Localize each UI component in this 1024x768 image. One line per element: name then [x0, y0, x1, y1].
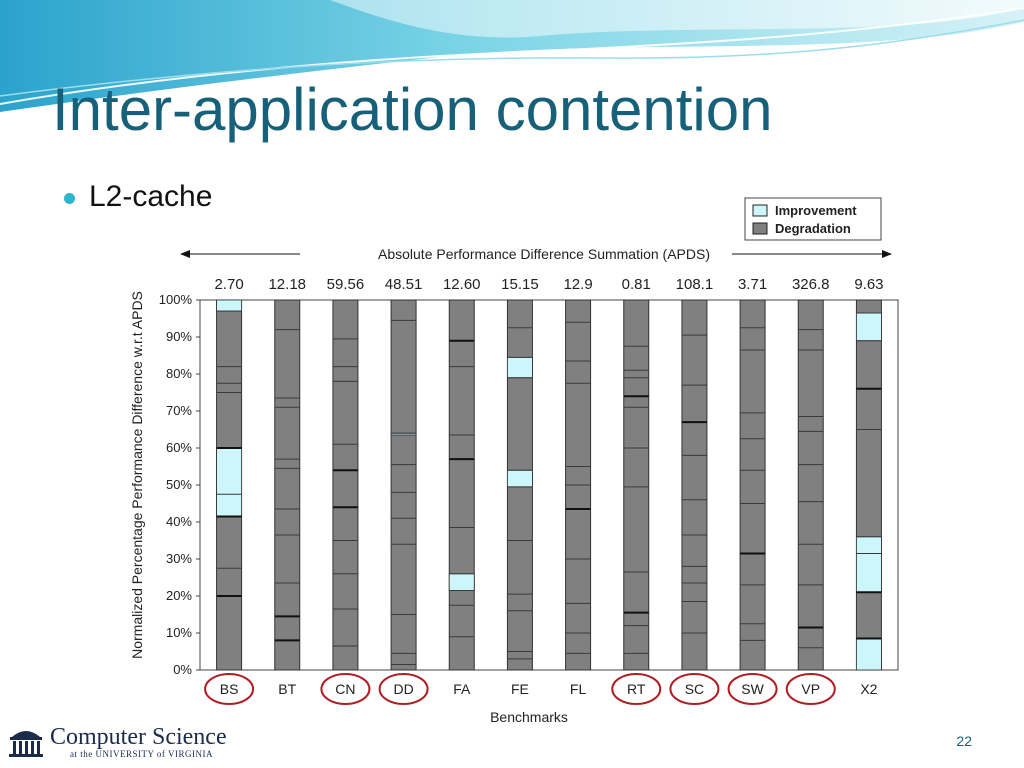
- x-tick-label: BT: [278, 681, 296, 697]
- y-tick-label: 20%: [166, 588, 192, 603]
- bar-FA: [448, 299, 475, 671]
- logo-name: Computer Science: [50, 724, 227, 750]
- x-tick-label: FE: [511, 681, 529, 697]
- y-axis-label: Normalized Percentage Performance Differ…: [129, 291, 145, 659]
- apds-value: 9.63: [854, 276, 883, 293]
- improvement-segment: [507, 469, 533, 488]
- improvement-segment: [856, 312, 882, 342]
- apds-label: Absolute Performance Difference Summatio…: [378, 246, 710, 262]
- cs-logo: Computer Science at the UNIVERSITY of VI…: [8, 722, 268, 762]
- bar-SC: [681, 299, 708, 671]
- bullet-dot-icon: [64, 192, 75, 204]
- apds-value: 12.18: [268, 276, 306, 293]
- x-tick-label: RT: [627, 681, 646, 697]
- improvement-segment: [448, 573, 475, 591]
- highlight-circle: [727, 673, 778, 705]
- apds-value: 3.71: [738, 276, 767, 293]
- header-wave-decoration: [0, 0, 1024, 112]
- x-tick-label: SW: [741, 681, 764, 697]
- y-tick-label: 60%: [166, 440, 192, 455]
- y-tick-label: 40%: [166, 514, 192, 529]
- logo-subtitle: at the UNIVERSITY of VIRGINIA: [70, 749, 213, 759]
- y-tick-label: 80%: [166, 366, 192, 381]
- apds-value: 12.60: [443, 276, 481, 293]
- highlight-circle: [785, 673, 836, 705]
- x-tick-label: VP: [801, 681, 820, 697]
- x-tick-label: CN: [335, 681, 355, 697]
- y-tick-label: 90%: [166, 329, 192, 344]
- highlight-circle: [378, 673, 429, 705]
- apds-arrow-right-head: [882, 250, 892, 258]
- x-tick-label: FA: [453, 681, 471, 697]
- bullet-text: L2-cache: [89, 180, 213, 213]
- bar-X2: [855, 299, 882, 671]
- x-tick-label: X2: [860, 681, 877, 697]
- apds-value: 0.81: [622, 276, 651, 293]
- apds-value: 48.51: [385, 276, 423, 293]
- legend-swatch: [752, 204, 768, 217]
- improvement-segment: [856, 638, 882, 671]
- slide-title: Inter-application contention: [52, 76, 773, 143]
- improvement-segment: [507, 356, 533, 379]
- apds-value: 108.1: [676, 276, 714, 293]
- improvement-segment: [856, 536, 882, 593]
- legend-label: Improvement: [775, 203, 857, 218]
- bar-CN: [332, 299, 359, 671]
- legend-box: [744, 197, 882, 241]
- y-tick-label: 70%: [166, 403, 192, 418]
- x-tick-label: FL: [570, 681, 587, 697]
- apds-value: 326.8: [792, 276, 830, 293]
- x-tick-label: SC: [685, 681, 704, 697]
- apds-value: 15.15: [501, 276, 539, 293]
- y-tick-label: 100%: [159, 292, 193, 307]
- rotunda-logo-icon: [9, 731, 43, 757]
- bullet-item: L2-cache: [64, 180, 212, 214]
- apds-value: 59.56: [327, 276, 365, 293]
- highlight-circle: [204, 673, 255, 705]
- improvement-segment: [216, 447, 242, 517]
- y-tick-label: 0%: [173, 662, 192, 677]
- bar-BT: [274, 299, 301, 671]
- legend-label: Degradation: [775, 221, 851, 236]
- y-tick-label: 50%: [166, 477, 192, 492]
- bar-RT: [623, 299, 650, 671]
- bar-SW: [739, 299, 766, 671]
- bar-DD: [390, 299, 417, 671]
- highlight-circle: [611, 673, 662, 705]
- x-tick-label: BS: [220, 681, 239, 697]
- plot-area: [199, 299, 899, 671]
- improvement-segment: [216, 299, 242, 312]
- highlight-circle: [320, 673, 371, 705]
- apds-arrow-left-head: [180, 250, 190, 258]
- highlight-circle: [669, 673, 720, 705]
- stacked-bar-chart: 0% 10% 20% 30% 40% 50% 60% 70% 80% 90% 100% Normali…: [129, 197, 899, 725]
- y-tick-label: 30%: [166, 551, 192, 566]
- bar-VP: [797, 299, 824, 671]
- apds-value: 2.70: [214, 276, 243, 293]
- page-number: 22: [956, 733, 972, 749]
- y-tick-label: 10%: [166, 625, 192, 640]
- apds-value: 12.9: [563, 276, 592, 293]
- x-tick-label: DD: [393, 681, 413, 697]
- legend-swatch: [752, 222, 768, 235]
- x-axis-label: Benchmarks: [490, 709, 568, 725]
